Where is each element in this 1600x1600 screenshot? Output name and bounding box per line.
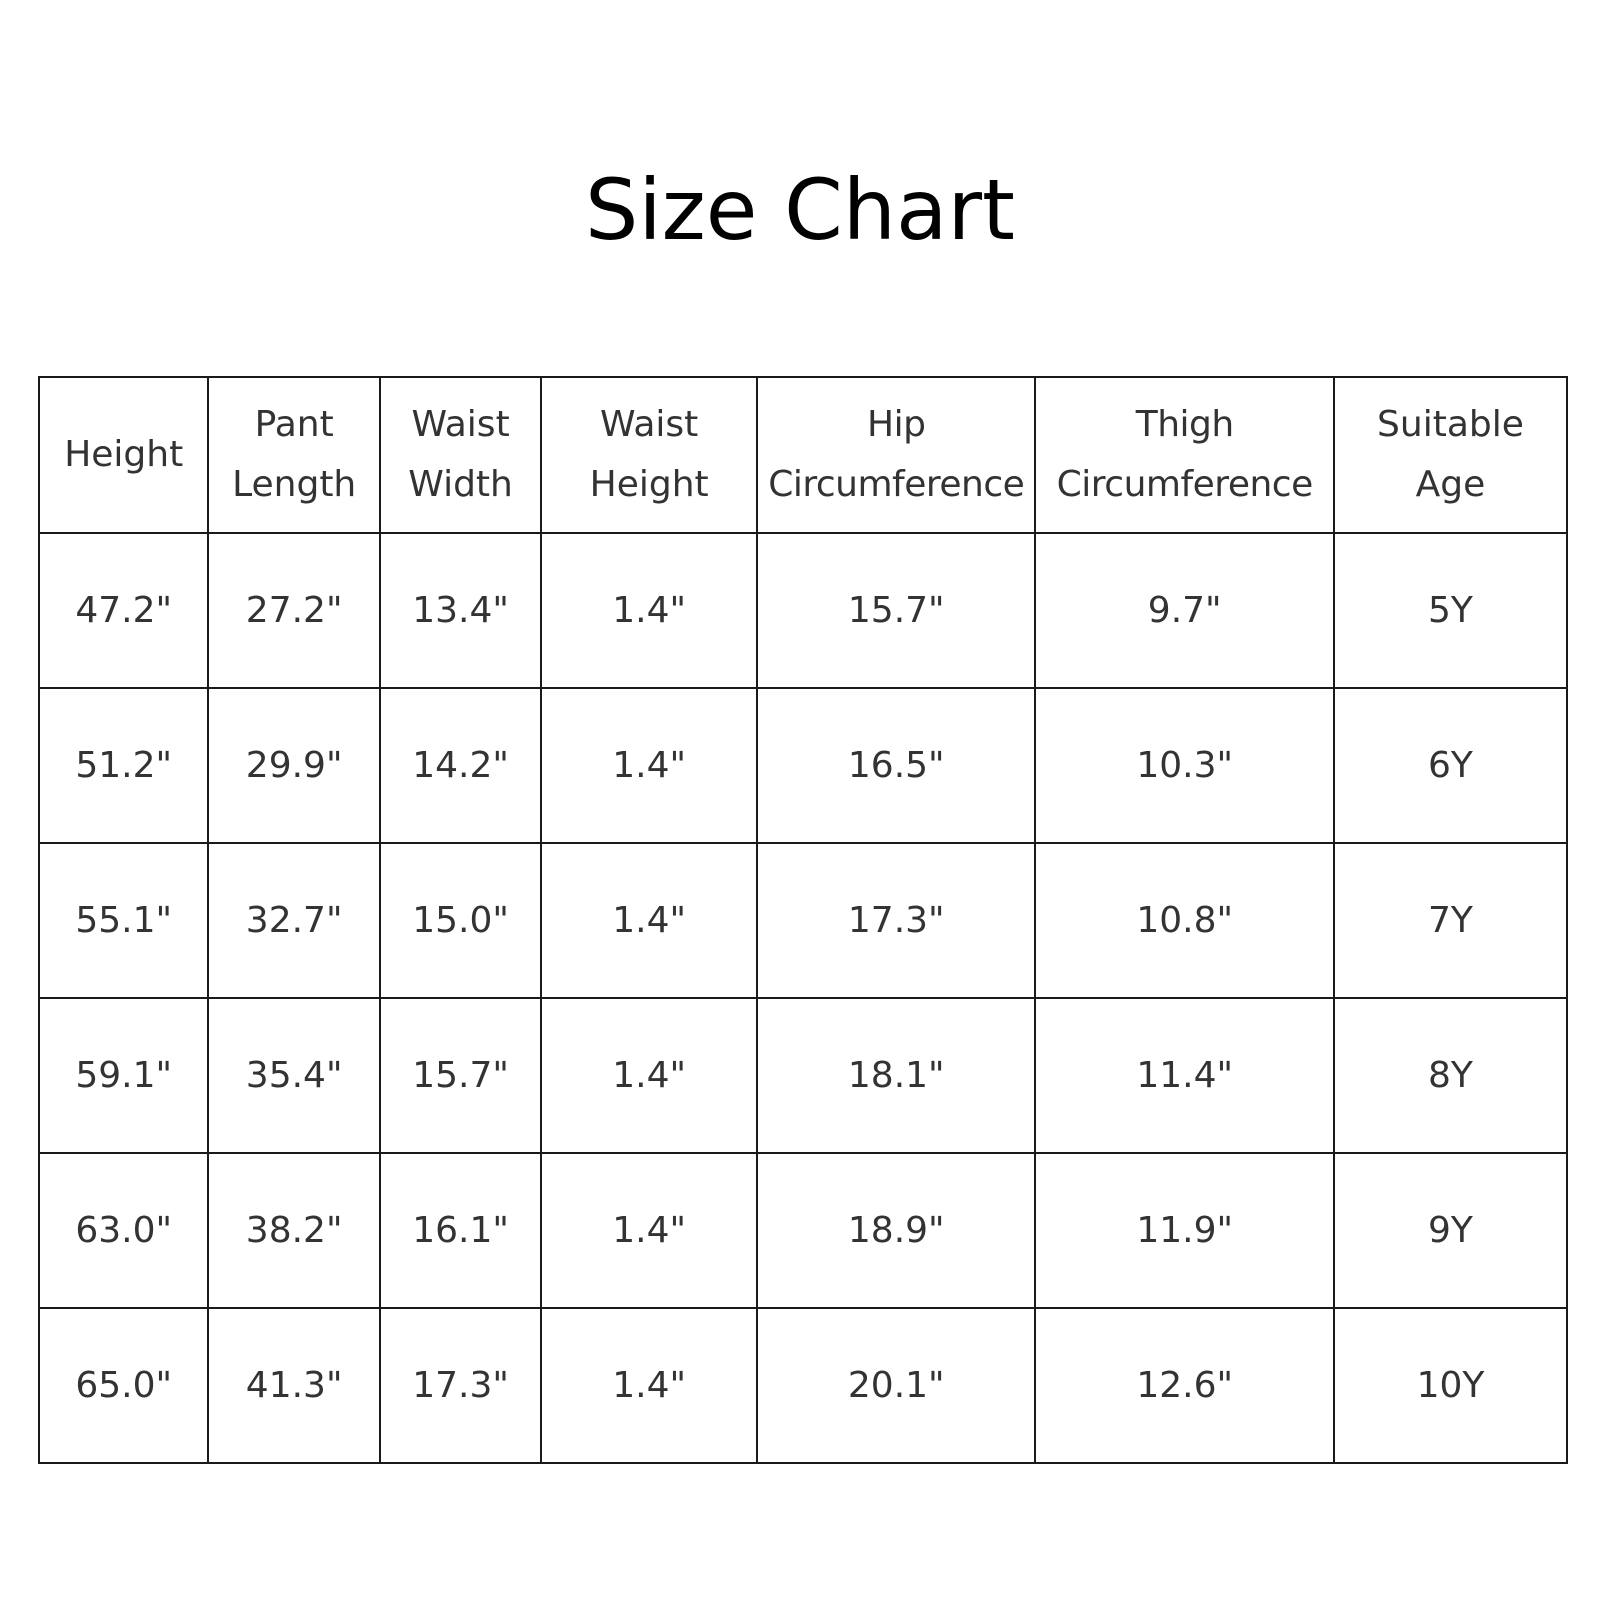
table-cell: 59.1" <box>37 997 210 1154</box>
table-cell: 8Y <box>1332 997 1569 1154</box>
table-row: 47.2" 27.2" 13.4" 1.4" 15.7" 9.7" 5Y <box>37 532 1569 689</box>
table-row: 55.1" 32.7" 15.0" 1.4" 17.3" 10.8" 7Y <box>37 842 1569 999</box>
table-cell: 15.7" <box>756 532 1037 689</box>
table-cell: 38.2" <box>207 1152 381 1309</box>
table-cell: 35.4" <box>207 997 381 1154</box>
table-cell: 47.2" <box>37 532 210 689</box>
table-cell: 15.0" <box>378 842 543 999</box>
table-row: 51.2" 29.9" 14.2" 1.4" 16.5" 10.3" 6Y <box>37 687 1569 844</box>
header-line: Waist <box>411 404 510 445</box>
table-cell: 5Y <box>1332 532 1569 689</box>
header-line: Circumference <box>1056 464 1314 505</box>
table-cell: 16.1" <box>378 1152 543 1309</box>
table-cell: 7Y <box>1332 842 1569 999</box>
header-waist-width: Waist Width <box>378 376 543 534</box>
header-line: Height <box>589 464 709 505</box>
header-pant-length: Pant Length <box>207 376 381 534</box>
header-line: Thigh <box>1135 404 1234 445</box>
table-cell: 18.1" <box>756 997 1037 1154</box>
size-chart-table: Height Pant Length Waist Width Waist Hei… <box>37 376 1569 1464</box>
table-cell: 1.4" <box>540 532 759 689</box>
table-cell: 18.9" <box>756 1152 1037 1309</box>
header-line: Age <box>1415 464 1486 505</box>
page-title: Size Chart <box>585 161 1015 259</box>
header-line: Suitable <box>1377 404 1524 445</box>
table-row: 65.0" 41.3" 17.3" 1.4" 20.1" 12.6" 10Y <box>37 1307 1569 1464</box>
header-line: Pant <box>254 404 334 445</box>
table-cell: 32.7" <box>207 842 381 999</box>
table-cell: 27.2" <box>207 532 381 689</box>
header-suitable-age: Suitable Age <box>1332 376 1569 534</box>
table-cell: 6Y <box>1332 687 1569 844</box>
table-cell: 12.6" <box>1034 1307 1335 1464</box>
table-cell: 11.4" <box>1034 997 1335 1154</box>
header-line: Width <box>408 464 513 505</box>
table-cell: 63.0" <box>37 1152 210 1309</box>
table-cell: 20.1" <box>756 1307 1037 1464</box>
table-cell: 1.4" <box>540 1307 759 1464</box>
table-cell: 17.3" <box>756 842 1037 999</box>
table-cell: 51.2" <box>37 687 210 844</box>
header-line: Circumference <box>768 464 1025 505</box>
header-hip-circumference: Hip Circumference <box>756 376 1037 534</box>
table-row: 59.1" 35.4" 15.7" 1.4" 18.1" 11.4" 8Y <box>37 997 1569 1154</box>
table-cell: 9Y <box>1332 1152 1569 1309</box>
table-cell: 1.4" <box>540 687 759 844</box>
table-cell: 16.5" <box>756 687 1037 844</box>
table-row: 63.0" 38.2" 16.1" 1.4" 18.9" 11.9" 9Y <box>37 1152 1569 1309</box>
table-cell: 55.1" <box>37 842 210 999</box>
header-line: Hip <box>867 404 926 445</box>
table-cell: 9.7" <box>1034 532 1335 689</box>
table-header-row: Height Pant Length Waist Width Waist Hei… <box>37 376 1569 534</box>
header-line: Waist <box>600 404 699 445</box>
table-cell: 14.2" <box>378 687 543 844</box>
table-cell: 29.9" <box>207 687 381 844</box>
table-cell: 17.3" <box>378 1307 543 1464</box>
table-cell: 15.7" <box>378 997 543 1154</box>
header-line: Height <box>64 434 184 475</box>
table-cell: 10.3" <box>1034 687 1335 844</box>
header-height: Height <box>37 376 210 534</box>
table-cell: 10Y <box>1332 1307 1569 1464</box>
table-cell: 10.8" <box>1034 842 1335 999</box>
table-cell: 1.4" <box>540 1152 759 1309</box>
table-cell: 1.4" <box>540 997 759 1154</box>
table-cell: 1.4" <box>540 842 759 999</box>
header-line: Length <box>232 464 357 505</box>
table-cell: 65.0" <box>37 1307 210 1464</box>
table-cell: 41.3" <box>207 1307 381 1464</box>
table-cell: 11.9" <box>1034 1152 1335 1309</box>
table-cell: 13.4" <box>378 532 543 689</box>
header-waist-height: Waist Height <box>540 376 759 534</box>
header-thigh-circumference: Thigh Circumference <box>1034 376 1335 534</box>
